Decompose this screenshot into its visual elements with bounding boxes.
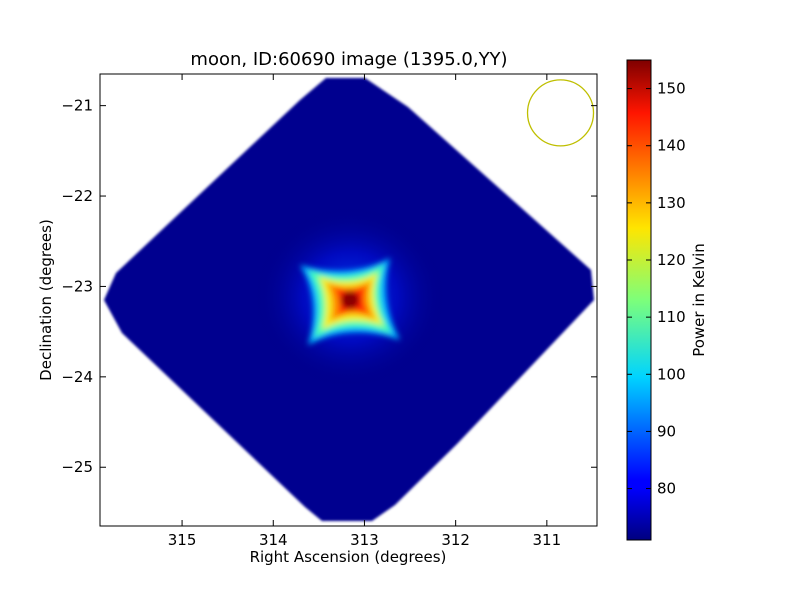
colorbar-frame [626, 59, 652, 541]
colorbar-tick-label: 90 [657, 422, 676, 440]
y-tick-label: −21 [61, 97, 93, 115]
y-axis-label: Declination (degrees) [37, 219, 55, 381]
colorbar-tick-label: 80 [657, 480, 676, 498]
x-tick-label: 314 [259, 531, 288, 549]
colorbar-tick-label: 100 [657, 365, 686, 383]
colorbar-tick-label: 110 [657, 308, 686, 326]
colorbar-tick-label: 130 [657, 194, 686, 212]
colorbar-tick-label: 120 [657, 251, 686, 269]
colorbar-ticks: 80 90 100 110 120 130 140 150 [627, 80, 686, 498]
y-tick-label: −22 [61, 187, 93, 205]
colorbar-tick-label: 140 [657, 137, 686, 155]
heatmap-peak [300, 258, 400, 345]
colorbar: 80 90 100 110 120 130 140 150 Power in Kelvin [626, 59, 708, 541]
axes-frame [99, 73, 598, 527]
x-axis-label: Right Ascension (degrees) [250, 548, 447, 566]
y-tick-label: −24 [61, 368, 93, 386]
beam-circle-group [526, 79, 595, 147]
heatmap [104, 78, 594, 521]
x-tick-label: 311 [533, 531, 562, 549]
chart-title: moon, ID:60690 image (1395.0,YY) [190, 49, 507, 70]
y-tick-label: −25 [61, 458, 93, 476]
colorbar-tick-label: 150 [657, 80, 686, 98]
x-axis-ticks: 315 314 313 312 311 [168, 74, 561, 549]
colorbar-gradient [627, 60, 651, 540]
x-tick-label: 315 [168, 531, 197, 549]
colorbar-label: Power in Kelvin [690, 243, 708, 357]
x-tick-label: 312 [441, 531, 470, 549]
y-axis-ticks: −21 −22 −23 −24 −25 [61, 97, 597, 476]
y-tick-label: −23 [61, 277, 93, 295]
beam-circle [526, 79, 595, 147]
x-tick-label: 313 [350, 531, 379, 549]
